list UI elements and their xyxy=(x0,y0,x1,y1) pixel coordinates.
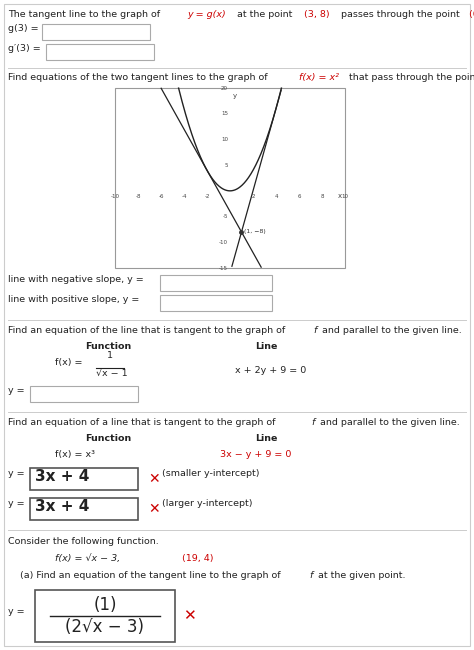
Text: -5: -5 xyxy=(222,214,228,219)
Text: -8: -8 xyxy=(135,194,141,199)
Text: 5: 5 xyxy=(225,162,228,168)
Text: 20: 20 xyxy=(221,86,228,90)
Text: Line: Line xyxy=(255,434,277,443)
Text: y: y xyxy=(233,93,237,99)
Text: (6, 5): (6, 5) xyxy=(469,10,474,19)
Text: -10: -10 xyxy=(110,194,119,199)
Text: f: f xyxy=(311,418,314,427)
Text: f: f xyxy=(309,571,312,580)
Bar xyxy=(160,295,272,311)
Text: y =: y = xyxy=(8,608,25,616)
Text: Function: Function xyxy=(85,434,131,443)
Text: Function: Function xyxy=(85,342,131,351)
Text: (3, 8): (3, 8) xyxy=(304,10,329,19)
Text: line with negative slope, y =: line with negative slope, y = xyxy=(8,275,144,284)
Text: ✕: ✕ xyxy=(148,472,160,486)
Text: 6: 6 xyxy=(297,194,301,199)
Bar xyxy=(30,468,138,490)
Text: at the given point.: at the given point. xyxy=(315,571,405,580)
Text: line with positive slope, y =: line with positive slope, y = xyxy=(8,295,139,304)
Text: 3x + 4: 3x + 4 xyxy=(35,499,90,514)
Text: (1, −8): (1, −8) xyxy=(245,229,266,235)
Text: -6: -6 xyxy=(158,194,164,199)
Text: Find an equation of the line that is tangent to the graph of: Find an equation of the line that is tan… xyxy=(8,326,288,335)
Text: (smaller y-intercept): (smaller y-intercept) xyxy=(162,469,259,478)
Text: at the point: at the point xyxy=(234,10,295,19)
Bar xyxy=(35,590,175,642)
Text: (2√x − 3): (2√x − 3) xyxy=(65,618,145,636)
Text: y = g(x): y = g(x) xyxy=(187,10,226,19)
Text: f: f xyxy=(313,326,316,335)
Text: y =: y = xyxy=(8,386,25,395)
Text: g′(3) =: g′(3) = xyxy=(8,44,41,53)
Text: -4: -4 xyxy=(181,194,187,199)
Text: y =: y = xyxy=(8,469,25,478)
Text: (19, 4): (19, 4) xyxy=(170,554,213,563)
Text: -10: -10 xyxy=(219,240,228,245)
Bar xyxy=(115,88,345,268)
Text: Find equations of the two tangent lines to the graph of: Find equations of the two tangent lines … xyxy=(8,73,271,82)
Text: and parallel to the given line.: and parallel to the given line. xyxy=(317,418,460,427)
Bar xyxy=(30,386,138,402)
Bar xyxy=(46,44,154,60)
Text: The tangent line to the graph of: The tangent line to the graph of xyxy=(8,10,163,19)
Text: that pass through the point: that pass through the point xyxy=(346,73,474,82)
Text: passes through the point: passes through the point xyxy=(338,10,463,19)
Text: 3x + 4: 3x + 4 xyxy=(35,469,90,484)
Text: g(3) =: g(3) = xyxy=(8,24,38,33)
Text: 10: 10 xyxy=(221,137,228,142)
Text: (larger y-intercept): (larger y-intercept) xyxy=(162,499,253,508)
Text: 4: 4 xyxy=(274,194,278,199)
Text: -15: -15 xyxy=(219,265,228,270)
Text: ✕: ✕ xyxy=(148,502,160,516)
Text: √x − 1: √x − 1 xyxy=(96,369,128,378)
Text: x + 2y + 9 = 0: x + 2y + 9 = 0 xyxy=(235,366,306,375)
Text: x: x xyxy=(338,193,342,199)
Text: ✕: ✕ xyxy=(183,608,196,623)
Bar xyxy=(160,275,272,291)
Text: f(x) =: f(x) = xyxy=(55,358,82,367)
Text: 2: 2 xyxy=(251,194,255,199)
Text: y =: y = xyxy=(8,499,25,508)
Text: 3x − y + 9 = 0: 3x − y + 9 = 0 xyxy=(220,450,292,459)
Text: f(x) = √x − 3,: f(x) = √x − 3, xyxy=(55,554,120,563)
Text: Line: Line xyxy=(255,342,277,351)
Text: 8: 8 xyxy=(320,194,324,199)
Text: -2: -2 xyxy=(204,194,210,199)
Text: 1: 1 xyxy=(107,351,113,360)
Text: 15: 15 xyxy=(221,111,228,116)
Text: (1): (1) xyxy=(93,596,117,614)
Bar xyxy=(42,24,150,40)
Text: Consider the following function.: Consider the following function. xyxy=(8,537,159,546)
Text: f(x) = x²: f(x) = x² xyxy=(299,73,339,82)
Text: Find an equation of a line that is tangent to the graph of: Find an equation of a line that is tange… xyxy=(8,418,279,427)
Text: and parallel to the given line.: and parallel to the given line. xyxy=(319,326,462,335)
Text: (a) Find an equation of the tangent line to the graph of: (a) Find an equation of the tangent line… xyxy=(20,571,283,580)
Text: f(x) = x³: f(x) = x³ xyxy=(55,450,95,459)
Text: 10: 10 xyxy=(341,194,348,199)
Bar xyxy=(30,498,138,520)
